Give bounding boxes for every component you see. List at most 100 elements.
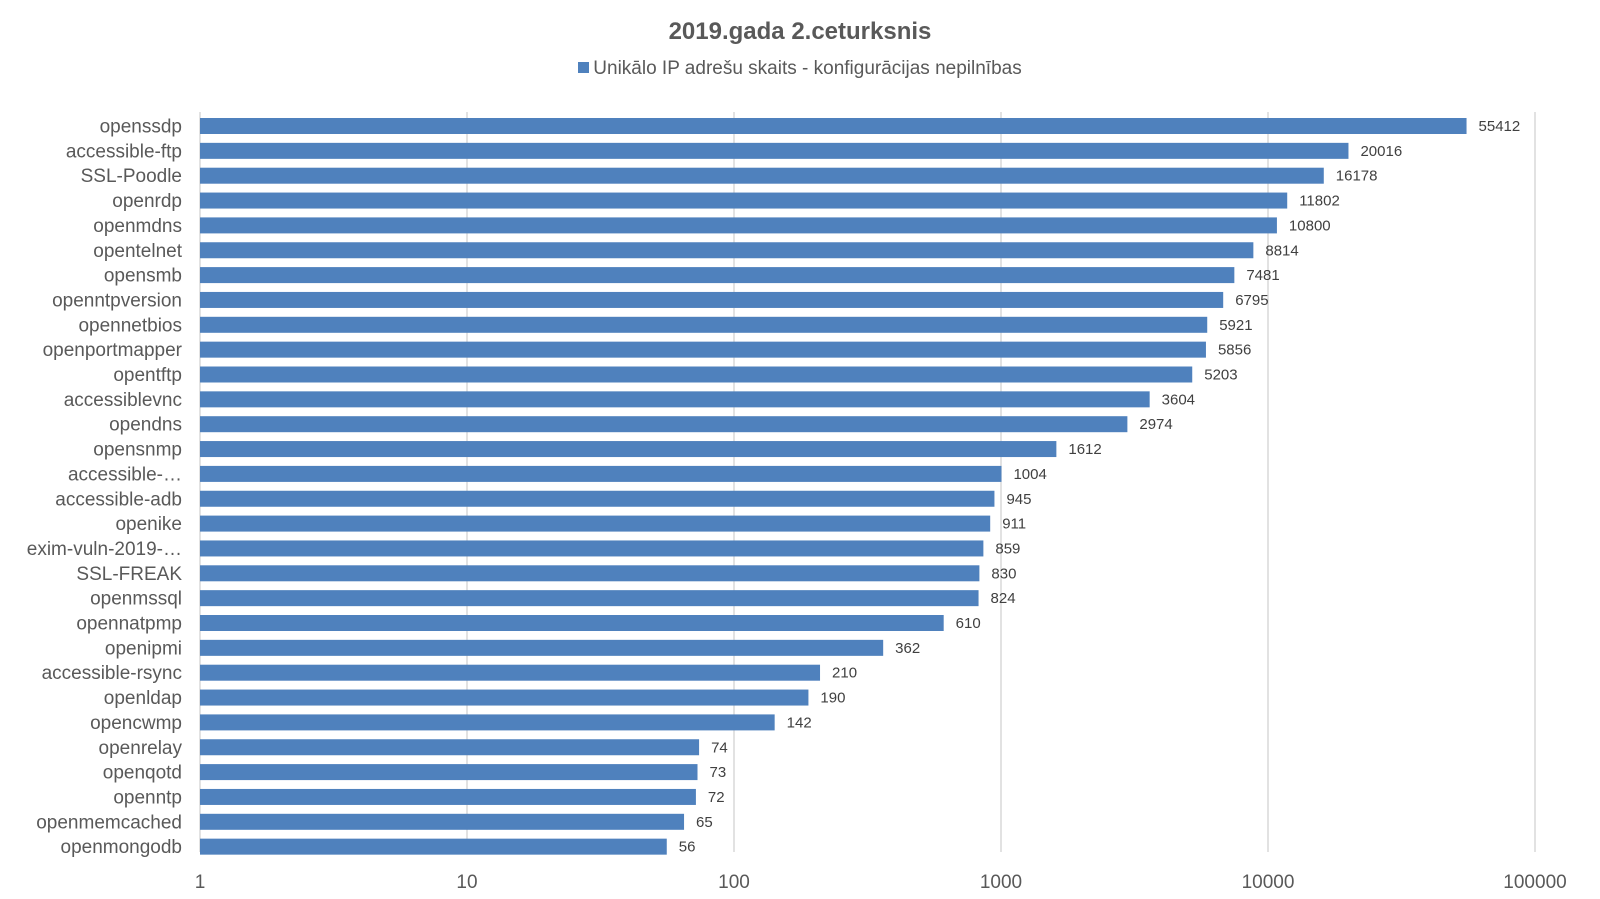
bar bbox=[200, 838, 667, 855]
bar bbox=[200, 590, 979, 607]
data-label: 65 bbox=[696, 814, 713, 831]
x-tick-label: 1000 bbox=[980, 872, 1022, 893]
bar bbox=[200, 788, 696, 805]
bar bbox=[200, 217, 1277, 234]
bar bbox=[200, 416, 1128, 433]
bar bbox=[200, 341, 1206, 358]
category-label: openqotd bbox=[103, 763, 182, 784]
bar bbox=[200, 391, 1150, 408]
data-label: 1612 bbox=[1068, 441, 1101, 458]
category-label: openrdp bbox=[112, 191, 182, 212]
category-label: opentelnet bbox=[93, 241, 182, 262]
data-label: 1004 bbox=[1013, 466, 1046, 483]
category-label: SSL-FREAK bbox=[76, 564, 182, 585]
bar bbox=[200, 764, 698, 781]
data-label: 73 bbox=[710, 764, 727, 781]
bar bbox=[200, 366, 1193, 383]
x-tick-label: 10000 bbox=[1242, 872, 1295, 893]
category-label: accessible-adb bbox=[55, 489, 182, 510]
data-label: 362 bbox=[895, 640, 920, 657]
data-label: 72 bbox=[708, 789, 725, 806]
x-tick-label: 10 bbox=[456, 872, 477, 893]
bar bbox=[200, 465, 1002, 482]
data-label: 859 bbox=[995, 540, 1020, 557]
data-label: 190 bbox=[820, 690, 845, 707]
category-label: opensmb bbox=[104, 266, 182, 287]
bar bbox=[200, 515, 991, 532]
category-label: opennatpmp bbox=[76, 614, 182, 635]
data-label: 7481 bbox=[1246, 267, 1279, 284]
data-label: 2974 bbox=[1139, 416, 1172, 433]
data-label: 55412 bbox=[1479, 118, 1521, 135]
chart-title: 2019.gada 2.ceturksnis bbox=[668, 18, 932, 45]
data-label: 5921 bbox=[1219, 317, 1252, 334]
category-label: openmdns bbox=[93, 216, 182, 237]
bar bbox=[200, 118, 1467, 134]
data-label: 824 bbox=[991, 590, 1016, 607]
data-label: 16178 bbox=[1336, 168, 1378, 185]
category-label: openike bbox=[115, 514, 182, 535]
data-label: 142 bbox=[787, 714, 812, 731]
category-label: accessible-ftp bbox=[66, 141, 182, 162]
legend-label: Unikālo IP adrešu skaits - konfigurācija… bbox=[593, 58, 1022, 79]
data-label: 74 bbox=[711, 739, 728, 756]
data-label: 20016 bbox=[1360, 143, 1402, 160]
data-label: 10800 bbox=[1289, 217, 1331, 234]
x-tick-label: 100000 bbox=[1503, 872, 1566, 893]
category-label: accessible-… bbox=[68, 464, 182, 485]
bar bbox=[200, 540, 984, 557]
x-tick-label: 1 bbox=[195, 872, 206, 893]
bar bbox=[200, 664, 821, 681]
category-label: opensnmp bbox=[93, 440, 182, 461]
bar bbox=[200, 291, 1224, 308]
category-label: openrelay bbox=[99, 738, 183, 759]
data-label: 945 bbox=[1006, 491, 1031, 508]
data-label: 830 bbox=[991, 565, 1016, 582]
category-label: openldap bbox=[104, 688, 182, 709]
category-label: opentftp bbox=[113, 365, 182, 386]
category-label: openntp bbox=[113, 787, 182, 808]
bar bbox=[200, 813, 685, 830]
data-label: 5203 bbox=[1204, 367, 1237, 384]
bar bbox=[200, 565, 980, 582]
bar bbox=[200, 267, 1235, 284]
bar bbox=[200, 192, 1288, 209]
category-label: openmongodb bbox=[61, 837, 183, 858]
category-label: openmemcached bbox=[36, 812, 182, 833]
data-label: 610 bbox=[956, 615, 981, 632]
data-label: 11802 bbox=[1299, 193, 1340, 210]
data-label: 8814 bbox=[1265, 242, 1298, 259]
x-tick-label: 100 bbox=[718, 872, 750, 893]
category-label: accessiblevnc bbox=[64, 390, 182, 411]
data-label: 5856 bbox=[1218, 342, 1251, 359]
legend: Unikālo IP adrešu skaits - konfigurācija… bbox=[0, 58, 1600, 80]
bar bbox=[200, 242, 1254, 259]
bar bbox=[200, 441, 1057, 458]
category-label: opendns bbox=[109, 415, 182, 436]
category-label: SSL-Poodle bbox=[81, 166, 182, 187]
data-label: 210 bbox=[832, 665, 857, 682]
bar bbox=[200, 167, 1324, 184]
bar bbox=[200, 714, 775, 731]
legend-swatch bbox=[578, 62, 590, 73]
bar bbox=[200, 639, 884, 656]
category-label: opencwmp bbox=[90, 713, 182, 734]
category-label: openipmi bbox=[105, 638, 182, 659]
bar bbox=[200, 316, 1208, 333]
data-label: 911 bbox=[1002, 516, 1026, 533]
data-label: 56 bbox=[679, 839, 696, 856]
bar bbox=[200, 689, 809, 706]
bar bbox=[200, 615, 944, 631]
category-label: opennetbios bbox=[78, 315, 182, 336]
category-label: openssdp bbox=[100, 117, 182, 138]
data-label: 3604 bbox=[1162, 391, 1195, 408]
category-label: openntpversion bbox=[52, 290, 182, 311]
category-label: exim-vuln-2019-… bbox=[27, 539, 182, 560]
bar bbox=[200, 739, 700, 756]
bar bbox=[200, 490, 995, 507]
category-label: accessible-rsync bbox=[42, 663, 182, 684]
category-label: openportmapper bbox=[43, 340, 183, 361]
data-label: 6795 bbox=[1235, 292, 1268, 309]
